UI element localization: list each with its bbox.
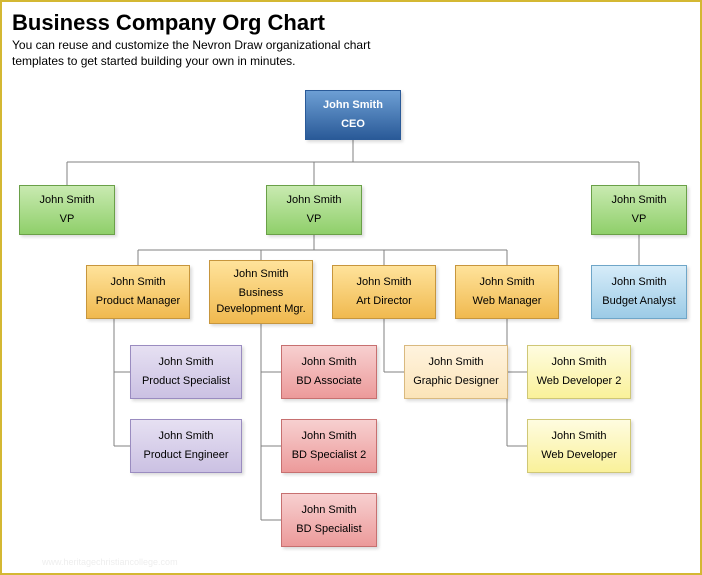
org-node-prodeng: John Smith Product Engineer bbox=[130, 419, 242, 473]
node-role: VP bbox=[20, 212, 114, 227]
page-title: Business Company Org Chart bbox=[12, 10, 700, 36]
node-name: John Smith bbox=[282, 355, 376, 370]
org-node-webdev: John Smith Web Developer bbox=[527, 419, 631, 473]
org-node-gd: John Smith Graphic Designer bbox=[404, 345, 508, 399]
node-role: BD Specialist 2 bbox=[282, 448, 376, 463]
node-name: John Smith bbox=[282, 429, 376, 444]
node-role: Product Manager bbox=[87, 294, 189, 309]
org-node-bdm: John Smith Business Development Mgr. bbox=[209, 260, 313, 324]
node-role: Business Development Mgr. bbox=[210, 286, 312, 317]
org-node-bdspec: John Smith BD Specialist bbox=[281, 493, 377, 547]
org-node-vp3: John Smith VP bbox=[591, 185, 687, 235]
node-role: Product Specialist bbox=[131, 374, 241, 389]
org-node-vp1: John Smith VP bbox=[19, 185, 115, 235]
node-role: CEO bbox=[306, 117, 400, 132]
node-name: John Smith bbox=[267, 193, 361, 208]
org-node-pm: John Smith Product Manager bbox=[86, 265, 190, 319]
org-node-prodspec: John Smith Product Specialist bbox=[130, 345, 242, 399]
node-role: BD Specialist bbox=[282, 522, 376, 537]
node-role: VP bbox=[592, 212, 686, 227]
node-name: John Smith bbox=[456, 275, 558, 290]
node-role: Web Manager bbox=[456, 294, 558, 309]
node-name: John Smith bbox=[592, 275, 686, 290]
org-node-bdassoc: John Smith BD Associate bbox=[281, 345, 377, 399]
node-name: John Smith bbox=[210, 267, 312, 282]
org-node-vp2: John Smith VP bbox=[266, 185, 362, 235]
org-chart-frame: Business Company Org Chart You can reuse… bbox=[0, 0, 702, 575]
node-name: John Smith bbox=[333, 275, 435, 290]
node-name: John Smith bbox=[87, 275, 189, 290]
node-name: John Smith bbox=[528, 355, 630, 370]
org-node-webdev2: John Smith Web Developer 2 bbox=[527, 345, 631, 399]
node-role: Web Developer 2 bbox=[528, 374, 630, 389]
org-node-bdspec2: John Smith BD Specialist 2 bbox=[281, 419, 377, 473]
node-role: Budget Analyst bbox=[592, 294, 686, 309]
node-role: BD Associate bbox=[282, 374, 376, 389]
node-name: John Smith bbox=[405, 355, 507, 370]
org-node-wm: John Smith Web Manager bbox=[455, 265, 559, 319]
node-role: Art Director bbox=[333, 294, 435, 309]
org-node-ceo: John Smith CEO bbox=[305, 90, 401, 140]
org-node-ba: John Smith Budget Analyst bbox=[591, 265, 687, 319]
watermark-text: www.heritagechristiancollege.com bbox=[42, 557, 178, 567]
node-name: John Smith bbox=[592, 193, 686, 208]
node-role: Graphic Designer bbox=[405, 374, 507, 389]
org-node-ad: John Smith Art Director bbox=[332, 265, 436, 319]
node-name: John Smith bbox=[131, 355, 241, 370]
node-name: John Smith bbox=[282, 503, 376, 518]
node-name: John Smith bbox=[131, 429, 241, 444]
node-role: Product Engineer bbox=[131, 448, 241, 463]
node-name: John Smith bbox=[20, 193, 114, 208]
page-subtitle-line1: You can reuse and customize the Nevron D… bbox=[12, 38, 700, 54]
node-name: John Smith bbox=[306, 98, 400, 113]
node-role: Web Developer bbox=[528, 448, 630, 463]
page-subtitle-line2: templates to get started building your o… bbox=[12, 54, 700, 70]
node-role: VP bbox=[267, 212, 361, 227]
node-name: John Smith bbox=[528, 429, 630, 444]
